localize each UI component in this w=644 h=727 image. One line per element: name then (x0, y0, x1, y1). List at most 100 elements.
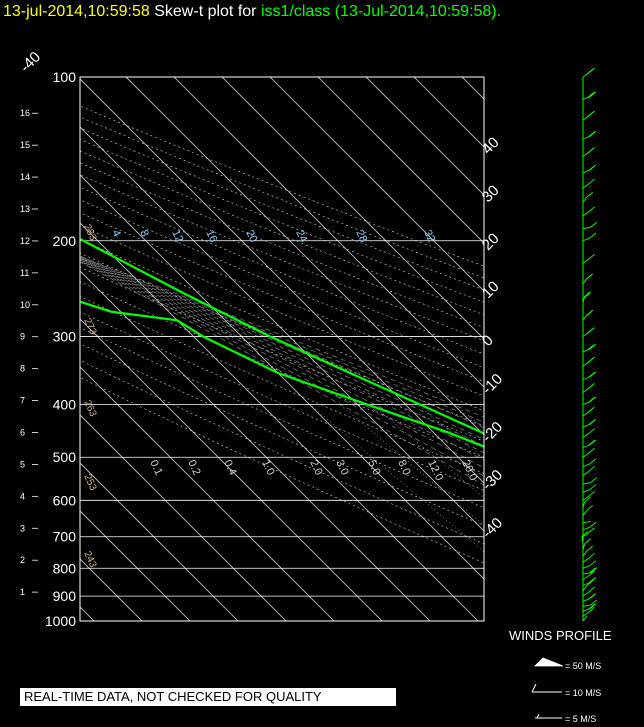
isotherm-line (80, 366, 335, 621)
mixing-ratio-label: 20.0 (459, 458, 479, 482)
dry-adiabat (80, 327, 484, 509)
wind-barb-feather (589, 232, 597, 239)
isotherm-line (80, 414, 287, 621)
mixing-ratio-label: 20 (243, 228, 259, 244)
wind-barb-feather (581, 531, 589, 537)
temperature-right-label: 10 (479, 278, 503, 302)
dry-adiabat (80, 377, 484, 564)
dewpoint-trace (80, 300, 484, 448)
moist-adiabat (80, 259, 484, 461)
pressure-label: 200 (53, 233, 77, 249)
dry-adiabat (80, 212, 484, 383)
wind-barb-feather (584, 496, 591, 503)
dry-adiabat (80, 266, 484, 442)
wind-barb (582, 591, 589, 597)
wind-barb-feather (589, 560, 597, 566)
mixing-ratio-label: 8.0 (395, 458, 412, 477)
isotherm-line (80, 510, 191, 621)
mixing-ratio-label: 28 (353, 228, 369, 244)
wind-barb-feather (588, 490, 595, 497)
isotherm-line (80, 270, 431, 621)
pressure-label: 1000 (45, 613, 76, 629)
height-km-label: 10 (20, 300, 30, 310)
moist-adiabat (80, 260, 484, 469)
wind-barb-feather (587, 383, 594, 390)
wind-barb (582, 196, 588, 203)
mixing-ratio-label: 24 (293, 228, 309, 244)
dry-adiabat (80, 139, 484, 303)
wind-barb-feather (584, 538, 591, 545)
height-km-label: 8 (20, 364, 25, 374)
isotherm-line (80, 222, 479, 621)
temperature-right-label: -10 (479, 370, 506, 397)
wind-barb (582, 532, 589, 538)
isotherm-line (80, 462, 239, 621)
isotherm-line (413, 77, 484, 148)
isotherm-line (269, 77, 484, 292)
mixing-ratio-line (508, 405, 644, 622)
temperature-right-label: 40 (479, 134, 503, 158)
wind-barb-feather (588, 372, 595, 378)
mixing-ratio-label: 32 (421, 228, 437, 244)
dry-adiabat-label: 253 (81, 473, 98, 493)
wind-barb (582, 550, 588, 557)
mixing-ratio-label: 12 (169, 228, 185, 244)
mixing-ratio-label: 1.0 (259, 458, 276, 477)
moist-adiabat (80, 256, 484, 423)
wind-barb (582, 237, 591, 242)
dry-adiabat (80, 252, 484, 427)
wind-barb (582, 604, 591, 607)
wind-barb (581, 536, 584, 544)
dry-adiabat-label: 273 (81, 317, 98, 337)
dry-adiabat (80, 150, 484, 316)
wind-barb-feather (590, 599, 598, 606)
dry-adiabat (80, 116, 484, 279)
wind-barb-feather (586, 545, 594, 552)
wind-barb (582, 226, 591, 230)
mixing-ratio-label: 4 (109, 228, 122, 239)
wind-barb (582, 611, 589, 617)
wind-barb (582, 482, 591, 485)
plot-title: 13-jul-2014,10:59:58 Skew-t plot for iss… (3, 3, 501, 21)
wind-barb-feather (587, 92, 594, 99)
title-prefix: Skew-t plot for (154, 3, 257, 20)
pressure-label: 400 (53, 397, 77, 413)
pressure-label: 600 (53, 492, 77, 508)
dry-adiabat (80, 186, 484, 355)
wind-barb-feather (589, 521, 597, 528)
wind-barb-feather (587, 357, 594, 364)
wind-barb-feather (588, 178, 595, 185)
dry-adiabat (80, 296, 484, 474)
height-km-label: 1 (20, 587, 25, 597)
moist-adiabat (80, 260, 484, 477)
isotherm-line (221, 77, 484, 340)
mixing-ratio-line (537, 405, 644, 622)
wind-barb-feather (588, 577, 595, 584)
wind-barb (582, 258, 589, 264)
wind-barb-feather (588, 428, 595, 434)
isotherm-line (317, 77, 484, 244)
moist-adiabat (80, 257, 484, 440)
wind-barb (582, 452, 589, 458)
height-km-label: 12 (20, 236, 30, 246)
wind-barb-feather (588, 253, 595, 260)
wind-barb (582, 543, 586, 550)
mixing-ratio-label: 8 (137, 228, 150, 239)
wind-barb (582, 615, 588, 622)
mixing-ratio-label: 3.0 (333, 458, 350, 477)
wind-barb-feather (585, 310, 593, 317)
mixing-ratio-line (564, 405, 644, 622)
mixing-ratio-label: 16 (203, 228, 219, 244)
wind-legend-5: = 5 M/S (565, 714, 597, 724)
winds-profile-title: WINDS PROFILE (509, 628, 612, 643)
dry-adiabat (80, 127, 484, 291)
temperature-right-label: 30 (479, 182, 503, 206)
pressure-label: 800 (53, 560, 77, 576)
temperature-right-label: -40 (479, 514, 506, 541)
wind-barb (582, 463, 591, 467)
moist-adiabat (80, 255, 484, 418)
dry-adiabat (80, 199, 484, 369)
isotherm-line (173, 77, 484, 388)
wind-barb-feather (586, 69, 593, 75)
